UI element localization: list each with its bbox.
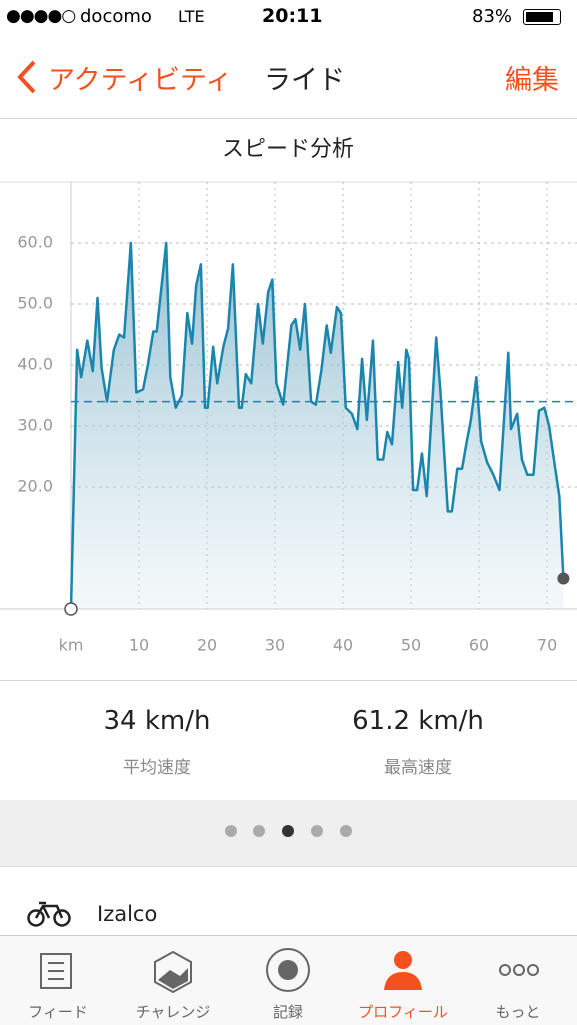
x-tick-label: 40 <box>333 636 353 655</box>
divider <box>0 118 577 119</box>
x-tick-label: 20 <box>197 636 217 655</box>
x-tick-label: 30 <box>265 636 285 655</box>
back-icon[interactable] <box>14 58 40 96</box>
x-axis-label: km <box>59 636 84 655</box>
battery-text: 83% <box>472 6 513 27</box>
carrier: docomo <box>80 6 152 27</box>
stat-label: 最高速度 <box>384 758 452 778</box>
y-tick-label: 60.0 <box>17 233 53 252</box>
divider <box>0 680 577 681</box>
speed-area <box>71 243 564 609</box>
challenge-icon[interactable] <box>154 950 192 994</box>
speed-line <box>69 241 565 610</box>
y-tick-label: 50.0 <box>17 294 53 313</box>
y-tick-label: 40.0 <box>17 355 53 374</box>
tab[interactable]: もっと <box>495 1003 541 1021</box>
stat-label: 平均速度 <box>123 758 191 778</box>
tab-icons <box>40 948 539 994</box>
signal: ●●●●○ <box>6 6 76 26</box>
network: LTE <box>178 7 205 26</box>
tab[interactable]: チャレンジ <box>135 1003 211 1021</box>
stat-value: 61.2 km/h <box>352 706 484 736</box>
tab[interactable]: プロフィール <box>358 1003 448 1021</box>
tab[interactable]: フィード <box>28 1003 88 1021</box>
stat-value: 34 km/h <box>103 706 211 736</box>
x-tick-label: 60 <box>469 636 489 655</box>
end-point <box>557 572 570 585</box>
chart-title: スピード分析 <box>222 137 354 162</box>
y-tick-label: 20.0 <box>17 477 53 496</box>
pager <box>0 800 577 867</box>
page-dots[interactable] <box>0 800 577 866</box>
back-button[interactable]: アクティビティ <box>48 65 233 96</box>
edit-button[interactable]: 編集 <box>505 65 559 96</box>
gear-name: Izalco <box>97 902 158 926</box>
tab-bar: フィード チャレンジ 記録 プロフィール もっと <box>0 935 577 1025</box>
chart: スピード分析 km 20.0 30.0 40.0 50.0 60.0 10 20 30 40 50… <box>0 137 577 655</box>
time: 20:11 <box>262 5 323 27</box>
nav-title: ライド <box>264 65 345 96</box>
x-tick-label: 50 <box>401 636 421 655</box>
bike-icon <box>27 901 71 927</box>
start-point <box>64 602 78 616</box>
profile-icon[interactable] <box>394 951 412 969</box>
feed-icon[interactable] <box>40 953 72 989</box>
y-tick-label: 30.0 <box>17 416 53 435</box>
x-tick-label: 70 <box>537 636 557 655</box>
x-tick-label: 10 <box>129 636 149 655</box>
record-icon[interactable] <box>266 948 310 992</box>
battery-icon <box>523 9 561 25</box>
more-icon[interactable] <box>499 964 511 976</box>
tab[interactable]: 記録 <box>272 1003 303 1021</box>
